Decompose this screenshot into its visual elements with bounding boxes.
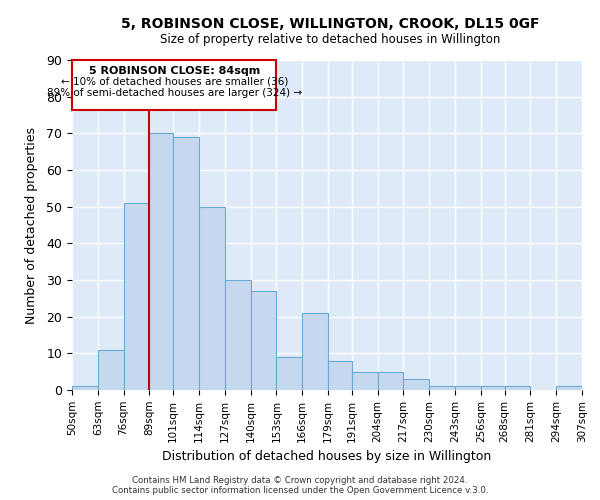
Bar [72,60,277,110]
Y-axis label: Number of detached properties: Number of detached properties [25,126,38,324]
Bar [377,372,403,390]
Text: Contains public sector information licensed under the Open Government Licence v.: Contains public sector information licen… [112,486,488,495]
Text: ← 10% of detached houses are smaller (36): ← 10% of detached houses are smaller (36… [61,76,288,86]
Bar [251,291,277,390]
Bar [455,386,481,390]
Text: 5, ROBINSON CLOSE, WILLINGTON, CROOK, DL15 0GF: 5, ROBINSON CLOSE, WILLINGTON, CROOK, DL… [121,18,539,32]
Text: Size of property relative to detached houses in Willington: Size of property relative to detached ho… [160,32,500,46]
Bar [328,360,352,390]
Bar [173,137,199,390]
Bar [199,206,225,390]
Bar [302,313,328,390]
Bar [556,386,582,390]
Bar [429,386,455,390]
Text: 5 ROBINSON CLOSE: 84sqm: 5 ROBINSON CLOSE: 84sqm [89,66,260,76]
Bar [124,203,149,390]
Bar [481,386,505,390]
Bar [98,350,124,390]
Bar [352,372,377,390]
X-axis label: Distribution of detached houses by size in Willington: Distribution of detached houses by size … [163,450,491,463]
Bar [403,379,429,390]
Bar [505,386,530,390]
Bar [72,386,98,390]
Bar [277,357,302,390]
Bar [225,280,251,390]
Text: Contains HM Land Registry data © Crown copyright and database right 2024.: Contains HM Land Registry data © Crown c… [132,476,468,485]
Text: 89% of semi-detached houses are larger (324) →: 89% of semi-detached houses are larger (… [47,88,302,98]
Bar [149,134,173,390]
